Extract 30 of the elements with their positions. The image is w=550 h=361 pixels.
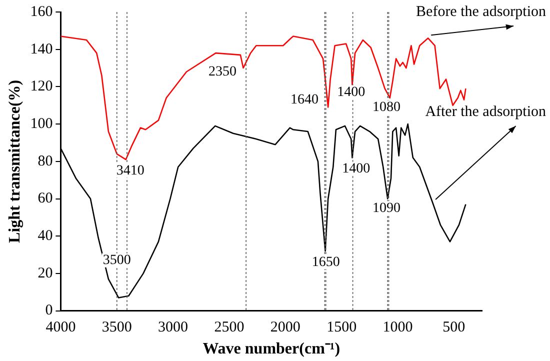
x-tick-label: 500 — [442, 320, 466, 336]
x-axis-title: Wave number(cm⁻¹) — [202, 340, 340, 358]
y-tick-label: 160 — [30, 4, 53, 20]
annotation: 1400 — [342, 162, 370, 177]
y-tick-label: 100 — [30, 116, 53, 132]
y-axis-title: Light transmittance(%) — [6, 80, 24, 243]
y-tick-label: 0 — [45, 302, 53, 319]
annotation: 1650 — [312, 254, 340, 270]
annotation: 1640 — [290, 92, 318, 108]
y-tick-label: 120 — [30, 78, 53, 95]
series-label: Before the adsorption — [416, 4, 546, 20]
x-tick-label: 1000 — [382, 320, 413, 336]
y-tick-label: 60 — [38, 190, 53, 207]
annotation: 2350 — [208, 64, 236, 80]
annotation: 3410 — [116, 163, 144, 178]
x-tick-label: 2500 — [214, 320, 244, 336]
x-tick-label: 2000 — [270, 320, 300, 336]
x-tick-label: 4000 — [46, 320, 76, 336]
x-tick-label: 3500 — [102, 320, 132, 336]
x-tick-label: 3000 — [158, 320, 188, 336]
y-tick-label: 80 — [38, 153, 53, 170]
y-tick-label: 40 — [38, 228, 53, 244]
y-tick-label: 140 — [30, 41, 53, 58]
annotation: 3500 — [102, 253, 131, 268]
series-label: After the adsorption — [425, 104, 546, 120]
annotation: 1090 — [372, 200, 401, 216]
annotation: 1400 — [337, 84, 366, 100]
x-tick-label: 1500 — [326, 320, 357, 336]
y-tick-label: 20 — [38, 265, 53, 282]
annotation: 1080 — [372, 100, 401, 115]
